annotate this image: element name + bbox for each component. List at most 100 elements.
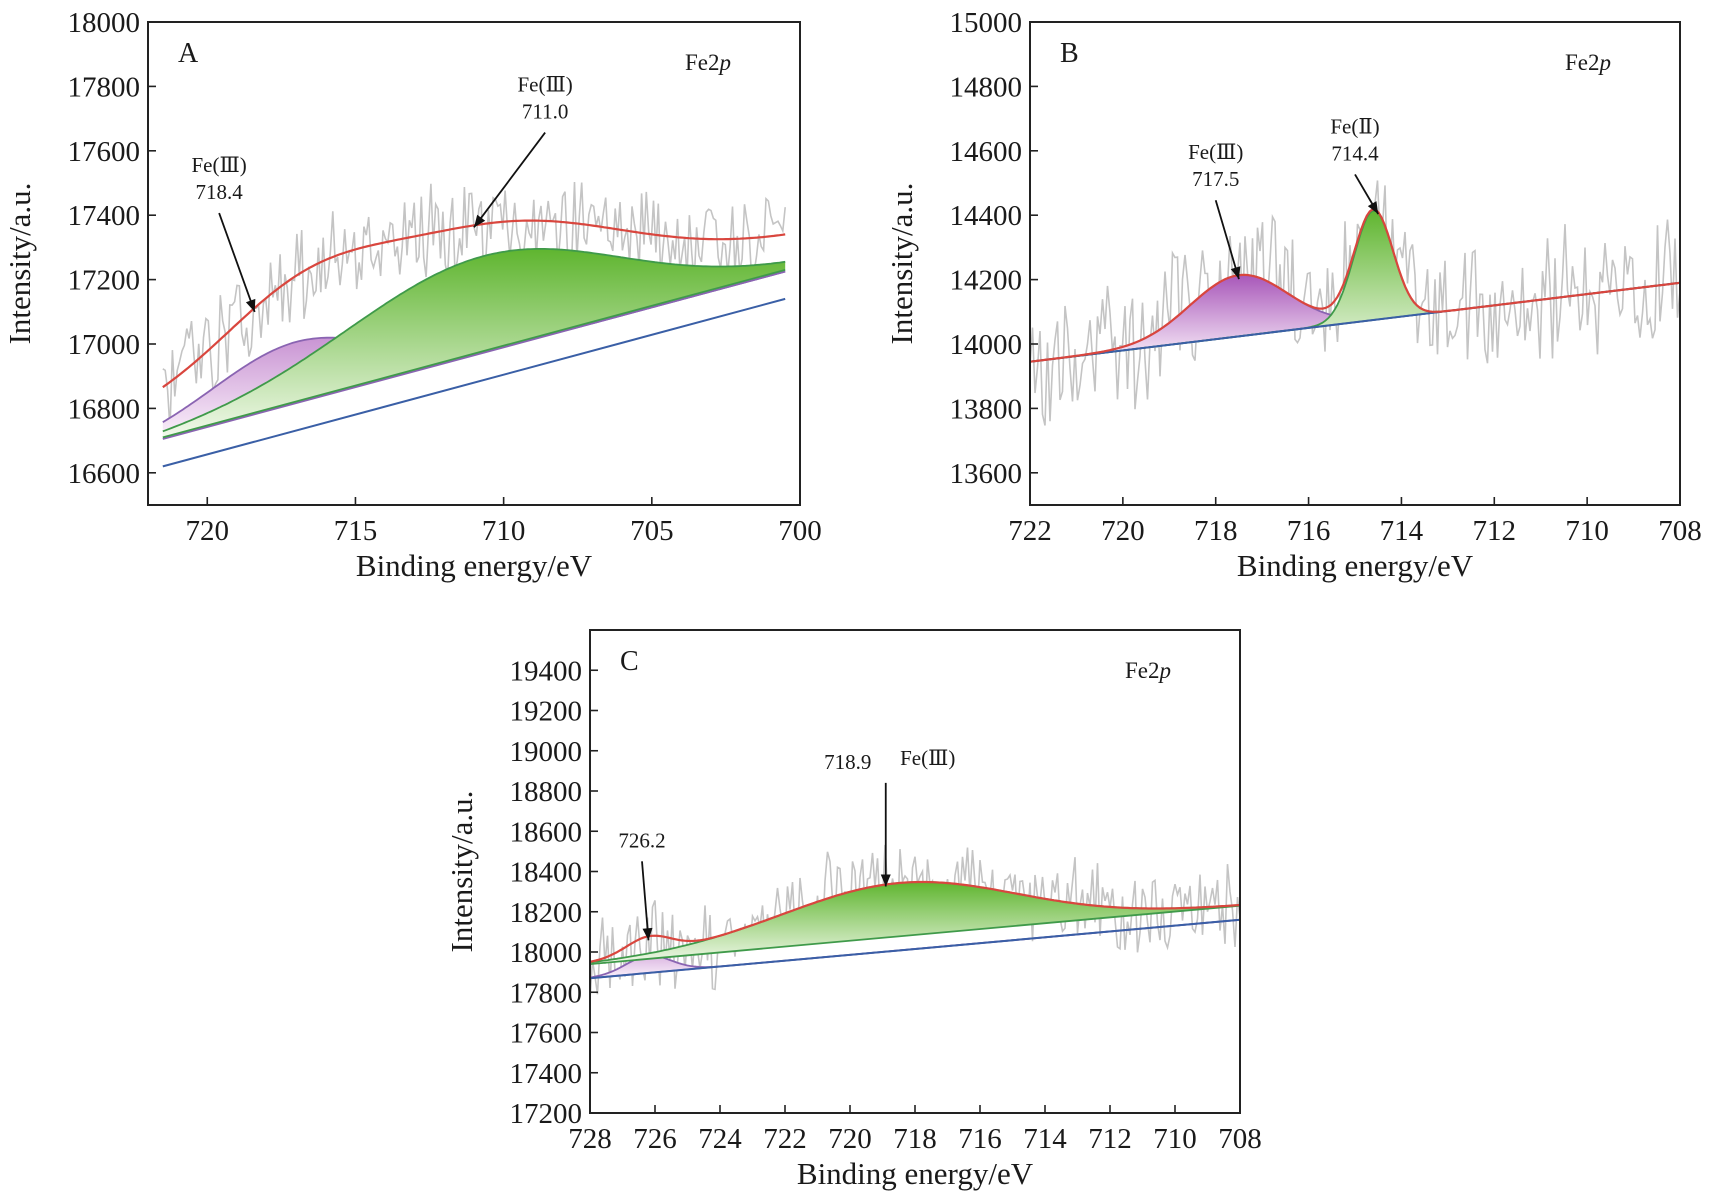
x-tick-label: 716 xyxy=(1287,515,1331,547)
y-tick-label: 17800 xyxy=(68,71,141,103)
y-tick-label: 17200 xyxy=(510,1098,583,1130)
panel-letter: C xyxy=(620,646,639,677)
panel-letter: A xyxy=(178,38,199,69)
y-tick-label: 16800 xyxy=(68,393,141,425)
x-tick-label: 728 xyxy=(568,1123,612,1155)
y-tick-label: 16600 xyxy=(68,458,141,490)
x-tick-label: 705 xyxy=(630,515,674,547)
y-tick-label: 17400 xyxy=(68,200,141,232)
envelope-fit-line xyxy=(1029,208,1681,363)
x-tick-label: 726 xyxy=(633,1123,677,1155)
annotation-arrow-head xyxy=(880,874,891,887)
peak-baseline-purple xyxy=(162,270,786,440)
x-tick-label: 710 xyxy=(1153,1123,1197,1155)
y-tick-label: 19000 xyxy=(510,736,583,768)
y-tick-label: 18600 xyxy=(510,816,583,848)
annotation-arrow-head xyxy=(1230,266,1241,280)
x-tick-label: 710 xyxy=(1565,515,1609,547)
x-tick-label: 710 xyxy=(482,515,526,547)
y-tick-label: 14200 xyxy=(950,265,1023,297)
y-tick-label: 18000 xyxy=(510,937,583,969)
plot-frame xyxy=(1029,21,1681,506)
envelope-fit-line xyxy=(162,219,786,389)
annotation-arrow-line xyxy=(1214,199,1240,280)
peak-position-label: 726.2 xyxy=(618,828,665,852)
plot-frame xyxy=(147,21,801,506)
peak-species-label: Fe(Ⅲ) xyxy=(1188,140,1243,164)
y-axis-title: Intensity/a.u. xyxy=(2,183,37,345)
y-tick-label: 17800 xyxy=(510,977,583,1009)
peak-species-label: Fe(Ⅲ) xyxy=(900,746,955,770)
annotation-arrow-line xyxy=(473,132,546,228)
peak-position-label: 711.0 xyxy=(522,100,568,124)
peak-position-label: 718.9 xyxy=(824,750,871,774)
x-axis-title: Binding energy/eV xyxy=(1237,548,1474,583)
y-axis-title: Intensity/a.u. xyxy=(884,183,919,345)
y-tick-label: 14800 xyxy=(950,71,1023,103)
x-tick-label: 720 xyxy=(1101,515,1145,547)
peak-fill-green xyxy=(1030,210,1680,362)
y-tick-label: 15000 xyxy=(950,7,1023,39)
y-tick-label: 19200 xyxy=(510,696,583,728)
y-tick-label: 17600 xyxy=(68,136,141,168)
y-tick-label: 13600 xyxy=(950,458,1023,490)
x-tick-label: 714 xyxy=(1380,515,1424,547)
y-tick-label: 14600 xyxy=(950,136,1023,168)
x-tick-label: 718 xyxy=(893,1123,937,1155)
y-tick-label: 17000 xyxy=(68,329,141,361)
background-line xyxy=(589,918,1241,980)
panel-c: 728 726 724 722 720 718 716 714 712 710 708 17200 17… xyxy=(444,629,1262,1191)
x-tick-label: 722 xyxy=(763,1123,807,1155)
peak-position-label: 718.4 xyxy=(196,180,244,204)
peak-baseline-green xyxy=(589,904,1241,965)
element-label: Fe2p xyxy=(1565,50,1611,75)
plot-frame xyxy=(589,629,1241,1114)
panel-b: 722 720 718 716 714 712 710 708 13600 13800 14000 1… xyxy=(884,7,1702,583)
peak-fill-purple xyxy=(1030,274,1680,362)
y-tick-label: 18000 xyxy=(68,7,141,39)
x-tick-label: 720 xyxy=(828,1123,872,1155)
y-tick-label: 14400 xyxy=(950,200,1023,232)
panel-a: 720 715 710 705 700 16600 16800 17000 17200 17400… xyxy=(2,7,822,583)
peak-outline-green xyxy=(162,247,786,433)
x-tick-label: 708 xyxy=(1218,1123,1262,1155)
x-tick-label: 722 xyxy=(1008,515,1052,547)
x-tick-label: 724 xyxy=(698,1123,742,1155)
y-axis-title: Intensity/a.u. xyxy=(444,791,479,953)
annotation-arrow-head xyxy=(245,298,256,312)
panel-letter: B xyxy=(1060,38,1079,69)
x-axis-title: Binding energy/eV xyxy=(797,1156,1034,1191)
y-tick-label: 14000 xyxy=(950,329,1023,361)
y-tick-label: 19400 xyxy=(510,655,583,687)
y-tick-label: 17400 xyxy=(510,1058,583,1090)
peak-position-label: 717.5 xyxy=(1192,167,1239,191)
x-tick-label: 700 xyxy=(778,515,822,547)
peak-species-label: Fe(Ⅲ) xyxy=(518,73,573,97)
x-tick-label: 718 xyxy=(1194,515,1238,547)
annotation-arrow-head xyxy=(1367,201,1379,214)
envelope-fit-line xyxy=(589,880,1241,963)
y-tick-label: 17600 xyxy=(510,1018,583,1050)
peak-fill-green xyxy=(162,248,786,438)
x-tick-label: 716 xyxy=(958,1123,1002,1155)
element-label: Fe2p xyxy=(685,50,731,75)
y-tick-label: 18800 xyxy=(510,776,583,808)
peak-position-label: 714.4 xyxy=(1331,141,1379,165)
peak-fill-green xyxy=(590,882,1240,965)
annotation-arrow-head xyxy=(474,214,486,228)
annotation-arrow-head xyxy=(642,927,653,941)
x-tick-label: 708 xyxy=(1658,515,1702,547)
x-tick-label: 712 xyxy=(1473,515,1517,547)
peak-baseline-green xyxy=(162,269,786,439)
element-label: Fe2p xyxy=(1125,658,1171,683)
y-tick-label: 17200 xyxy=(68,265,141,297)
x-tick-label: 714 xyxy=(1023,1123,1067,1155)
y-tick-label: 18400 xyxy=(510,857,583,889)
annotation-arrow-line xyxy=(641,861,650,941)
background-line xyxy=(162,297,786,468)
x-tick-label: 715 xyxy=(334,515,378,547)
y-tick-label: 18200 xyxy=(510,897,583,929)
peak-species-label: Fe(Ⅲ) xyxy=(192,153,247,177)
x-tick-label: 712 xyxy=(1088,1123,1132,1155)
